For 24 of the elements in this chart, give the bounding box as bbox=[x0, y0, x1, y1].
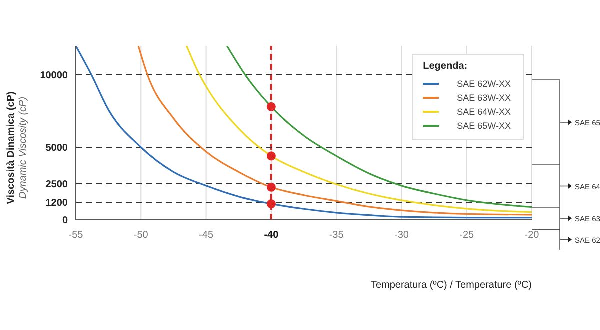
x-tick-label: -40 bbox=[264, 230, 280, 241]
legend-title: Legenda: bbox=[423, 61, 469, 72]
x-tick-label: -20 bbox=[524, 230, 540, 241]
x-tick-label: -50 bbox=[134, 230, 149, 241]
point bbox=[266, 102, 276, 112]
point bbox=[266, 182, 276, 192]
x-tick-label: -55 bbox=[68, 230, 84, 241]
point bbox=[266, 200, 276, 209]
x-tick-label: -25 bbox=[460, 230, 475, 241]
y-tick-label: 1200 bbox=[46, 198, 68, 210]
x-tick-label: -45 bbox=[199, 230, 214, 241]
y-tick-label: 2500 bbox=[46, 179, 68, 190]
legend-label: SAE 63W-XX bbox=[457, 93, 511, 103]
x-axis-title: Temperatura (ºC) / Temperature (ºC) bbox=[370, 280, 532, 291]
y-tick-label: 0 bbox=[62, 216, 68, 227]
y-tick-label: 5000 bbox=[46, 143, 68, 154]
y-tick-label: 10000 bbox=[40, 70, 68, 82]
y-axis-title: Viscosità Dinamica (cP) Dynamic Viscosity (cP) bbox=[6, 92, 29, 204]
x-tick-label: -35 bbox=[329, 230, 344, 241]
x-tick-label: -30 bbox=[394, 230, 410, 241]
legend-label: SAE 65W-XX bbox=[457, 121, 511, 131]
point bbox=[266, 152, 276, 161]
legend-label: SAE 64W-XX bbox=[457, 107, 511, 117]
legend-label: SAE 62W-XX bbox=[457, 79, 511, 89]
